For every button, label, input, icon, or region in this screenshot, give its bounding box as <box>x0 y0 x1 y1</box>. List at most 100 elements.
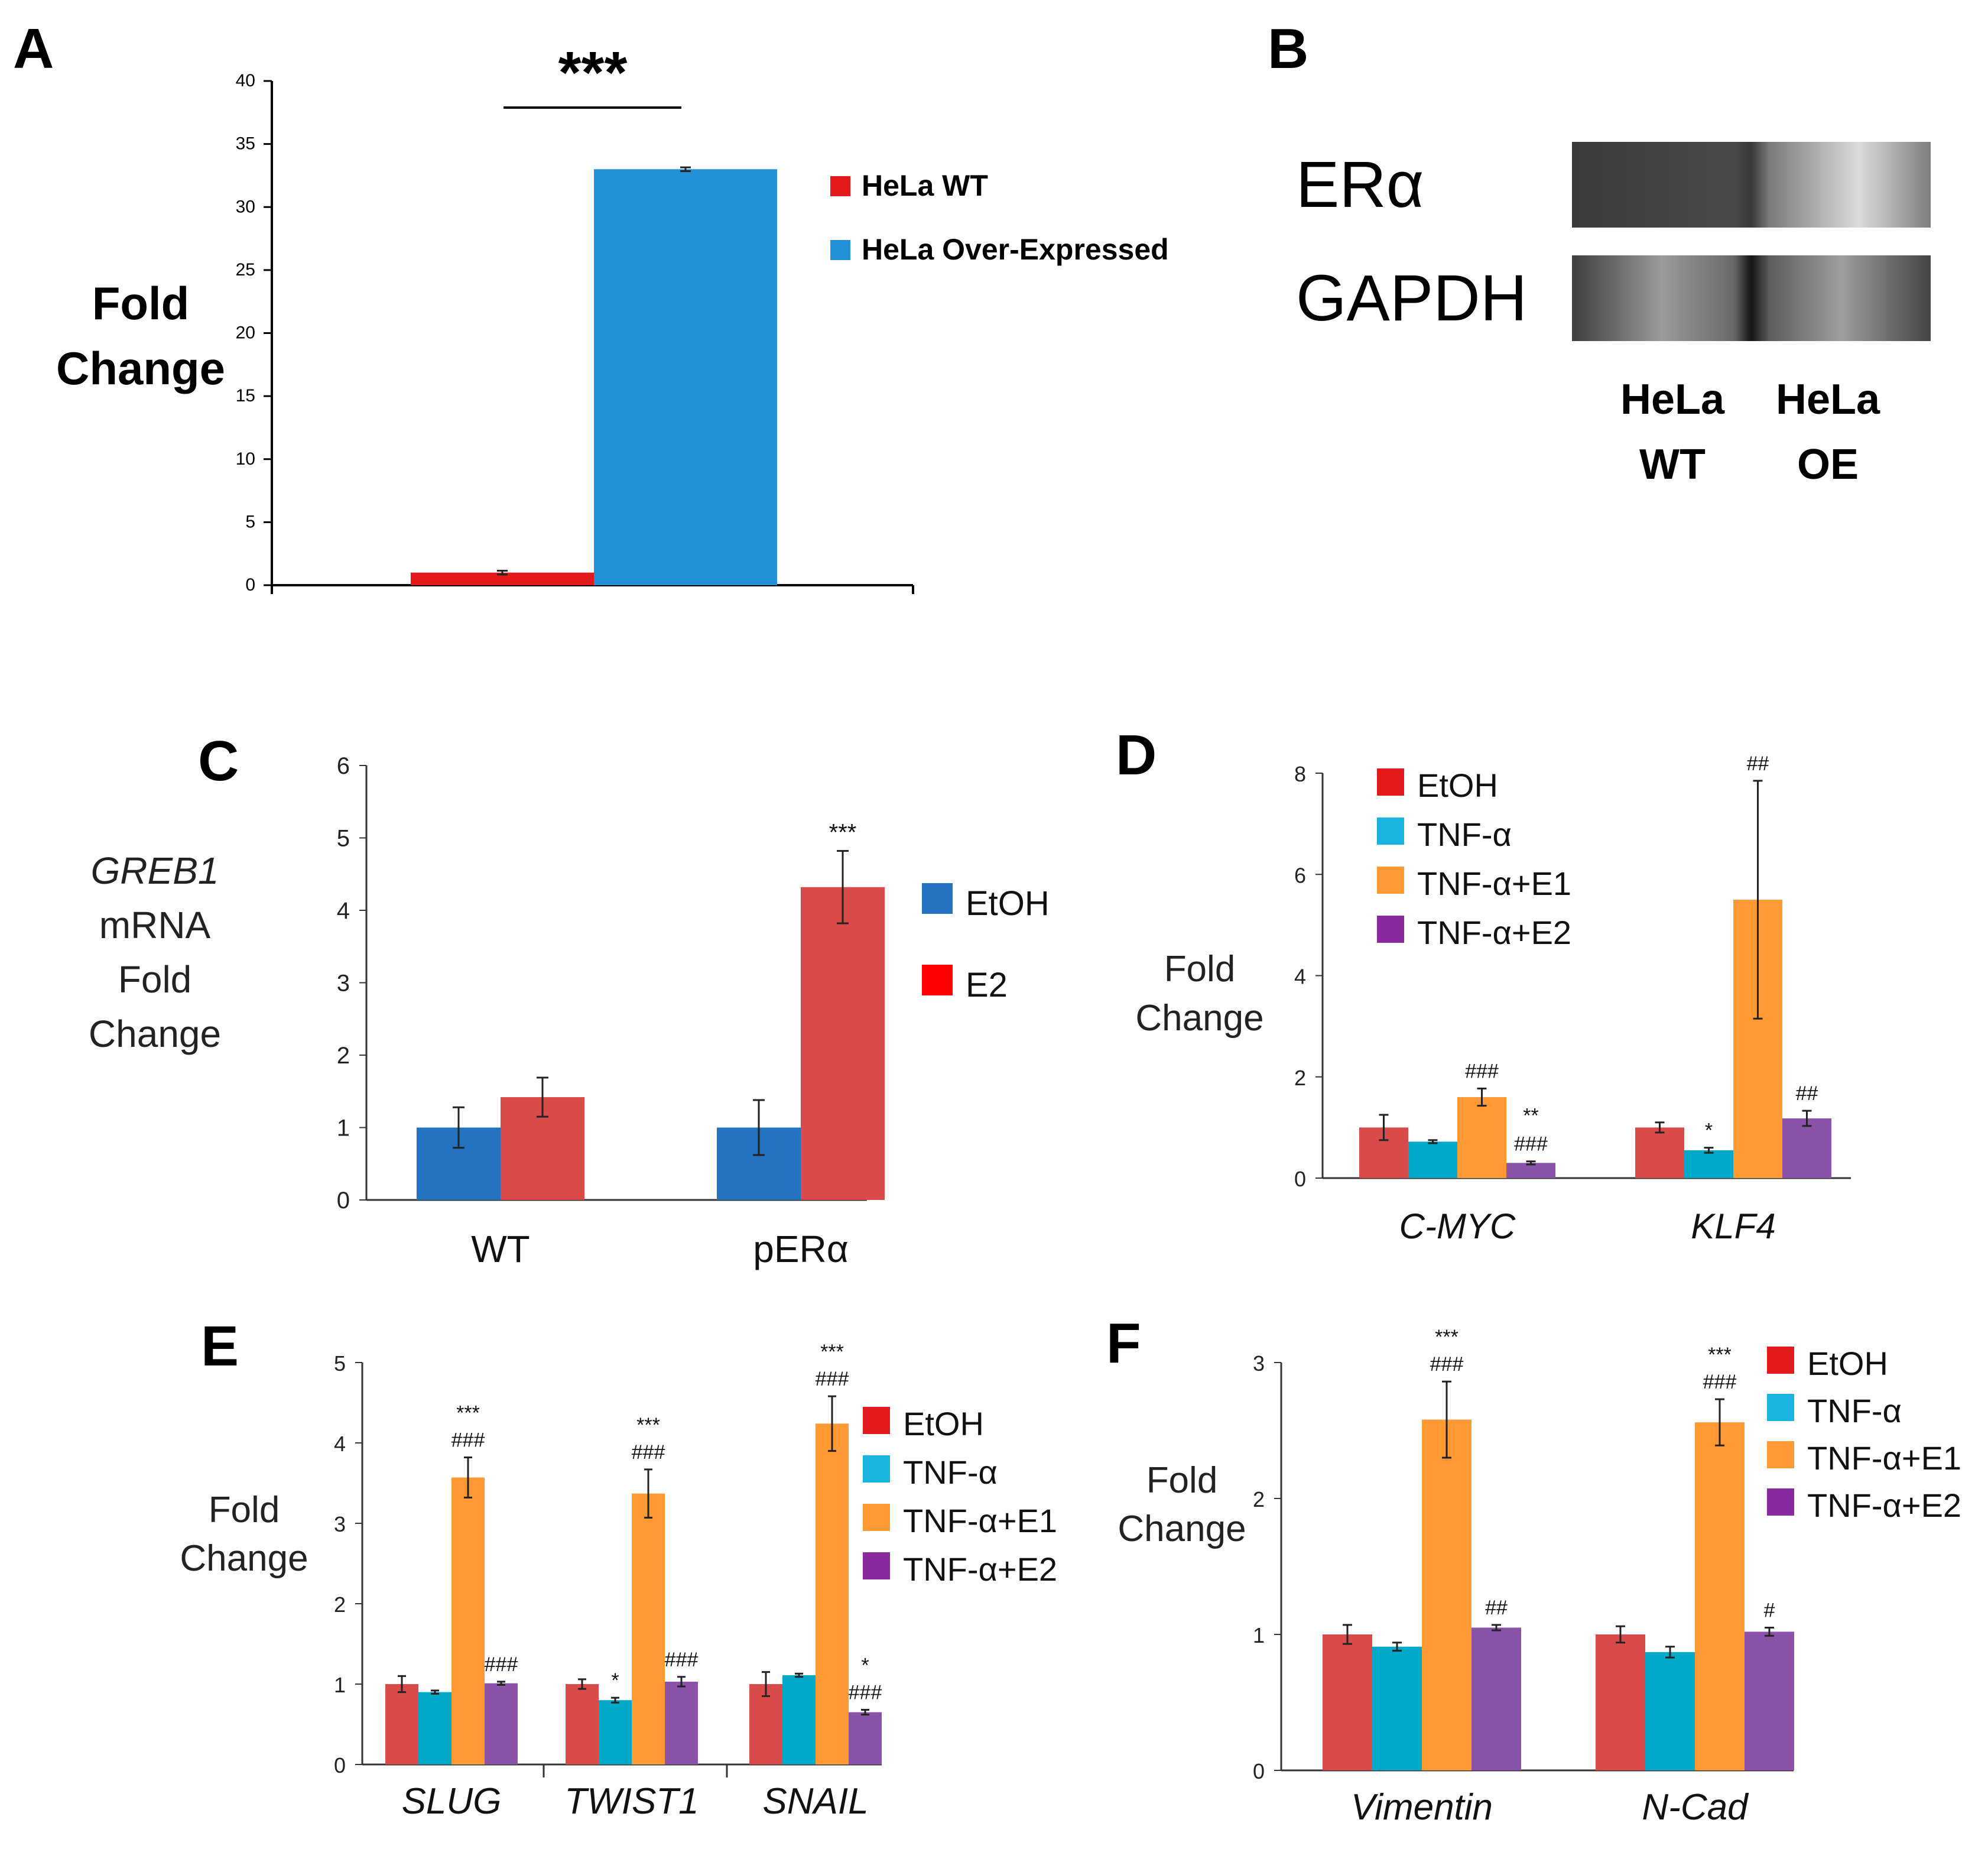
d-error-bar-klf4-tnf-alpha-e1 <box>1753 780 1763 1020</box>
a-bar-hela-over-expressed <box>594 169 777 585</box>
c-bar-peralpha-e2 <box>801 887 885 1200</box>
d-y-axis-label-line-1: Fold <box>1164 949 1236 990</box>
c-annotation-peralpha-e2: *** <box>829 820 857 846</box>
f-annotation-vimentin-tnf-alpha-e2: ## <box>1485 1597 1508 1619</box>
f-bar-vimentin-tnf-alpha <box>1372 1646 1422 1770</box>
c-y-axis-label-line-2: mRNA <box>99 904 211 946</box>
e-bar-slug-tnf-alpha <box>418 1692 451 1764</box>
panel-d-chart: 0 2 4 6 8 C-MYC KLF4 ### ** ### * ## ## EtOH TNF-α TNF-… <box>1135 752 1851 1246</box>
c-error-bar-wt-e2 <box>537 1076 548 1118</box>
e-annotation-snail-tnf-alpha-e2: * <box>861 1655 869 1677</box>
c-error-bar-peralpha-e2 <box>837 850 849 924</box>
panel-letter-c: C <box>198 729 239 793</box>
a-legend-swatch-hela-over-expressed <box>830 240 850 260</box>
f-legend-label-tnf-alpha: TNF-α <box>1807 1392 1902 1429</box>
d-error-bar-klf4-tnf-alpha-e2 <box>1802 1110 1812 1127</box>
d-error-bar-c-myc-etoh <box>1379 1114 1389 1141</box>
e-annotation-snail-tnf-alpha-e1: *** <box>820 1341 844 1363</box>
d-y-tick-label: 2 <box>1294 1066 1306 1090</box>
b-blot-band-eralpha <box>1572 142 1931 228</box>
a-y-tick-label: 40 <box>236 71 255 90</box>
f-legend-swatch-etoh <box>1767 1347 1794 1374</box>
a-legend-label-hela-over-expressed: HeLa Over-Expressed <box>862 233 1169 266</box>
f-annotation-n-cad-tnf-alpha-e1: *** <box>1708 1344 1732 1366</box>
e-error-bar-slug-tnf-alpha-e1 <box>464 1456 472 1498</box>
b-lane-label-line-1: HeLa <box>1776 376 1880 423</box>
e-annotation-twist1-tnf-alpha-e1: ### <box>632 1441 665 1464</box>
d-bar-klf4-tnf-alpha <box>1684 1150 1733 1178</box>
c-legend-label-e2: E2 <box>966 966 1008 1004</box>
a-y-axis-label-line-2: Change <box>56 342 225 394</box>
e-error-bar-twist1-etoh <box>578 1678 586 1690</box>
e-legend-label-tnf-alpha-e2: TNF-α+E2 <box>903 1550 1057 1588</box>
e-legend-swatch-tnf-alpha-e1 <box>863 1504 890 1531</box>
c-error-bar-wt-etoh <box>453 1106 464 1149</box>
b-blot-band-gapdh <box>1572 255 1931 341</box>
e-annotation-twist1-tnf-alpha-e2: ### <box>665 1649 699 1671</box>
d-legend-label-tnf-alpha: TNF-α <box>1417 816 1512 853</box>
c-legend-swatch-etoh <box>922 883 953 914</box>
e-y-axis-label-line-1: Fold <box>209 1490 280 1530</box>
d-error-bar-c-myc-tnf-alpha <box>1428 1139 1438 1144</box>
d-y-tick-label: 6 <box>1294 863 1306 887</box>
f-bar-n-cad-tnf-alpha <box>1645 1652 1695 1770</box>
e-error-bar-snail-etoh <box>762 1671 770 1697</box>
a-significance-text: *** <box>558 40 628 106</box>
panel-letter-e: E <box>201 1315 239 1378</box>
e-annotation-slug-tnf-alpha-e1: *** <box>456 1402 480 1424</box>
f-error-bar-n-cad-tnf-alpha-e1 <box>1715 1398 1724 1446</box>
c-y-tick-label: 6 <box>337 753 350 779</box>
d-annotation-c-myc-tnf-alpha-e2: ** <box>1523 1105 1538 1127</box>
e-y-tick-label: 1 <box>334 1673 346 1697</box>
a-y-tick-label: 10 <box>236 449 255 469</box>
d-y-tick-label: 4 <box>1294 965 1306 989</box>
e-error-bar-slug-tnf-alpha-e2 <box>497 1681 505 1686</box>
d-annotation-klf4-tnf-alpha-e1: ## <box>1747 752 1769 775</box>
panel-letter-f: F <box>1106 1312 1141 1375</box>
d-annotation-klf4-tnf-alpha: * <box>1705 1120 1713 1142</box>
e-error-bar-twist1-tnf-alpha <box>611 1696 619 1704</box>
c-y-tick-label: 3 <box>337 971 350 997</box>
b-lane-label-line-2: WT <box>1639 441 1706 488</box>
f-y-axis-label-line-1: Fold <box>1146 1460 1218 1501</box>
e-bar-twist1-tnf-alpha <box>599 1700 632 1764</box>
d-legend-label-tnf-alpha-e1: TNF-α+E1 <box>1417 865 1571 902</box>
d-annotation-c-myc-tnf-alpha-e1: ### <box>1465 1060 1499 1082</box>
e-annotation-slug-tnf-alpha-e2: ### <box>485 1653 518 1676</box>
f-bar-n-cad-etoh <box>1596 1634 1645 1770</box>
c-y-tick-label: 5 <box>337 826 350 852</box>
a-y-tick-label: 25 <box>236 260 255 280</box>
d-category-label-c-myc: C-MYC <box>1399 1206 1516 1246</box>
b-lane-label-line-1: HeLa <box>1620 376 1725 423</box>
e-legend-label-tnf-alpha-e1: TNF-α+E1 <box>903 1502 1057 1539</box>
d-y-tick-label: 8 <box>1294 762 1306 786</box>
f-y-axis-label-line-2: Change <box>1118 1509 1246 1549</box>
d-bar-c-myc-tnf-alpha <box>1408 1141 1457 1178</box>
a-error-bar-hela-over-expressed <box>680 166 691 172</box>
f-error-bar-n-cad-tnf-alpha-e2 <box>1765 1627 1774 1637</box>
e-bar-slug-tnf-alpha-e2 <box>485 1683 518 1764</box>
f-y-tick-label: 2 <box>1253 1487 1265 1511</box>
f-error-bar-vimentin-etoh <box>1343 1624 1352 1645</box>
e-error-bar-twist1-tnf-alpha-e2 <box>677 1676 686 1688</box>
d-legend-label-etoh: EtOH <box>1417 767 1498 804</box>
d-error-bar-klf4-tnf-alpha <box>1704 1147 1714 1154</box>
e-error-bar-snail-tnf-alpha-e1 <box>828 1395 836 1452</box>
d-bar-klf4-etoh <box>1635 1127 1684 1178</box>
d-y-tick-label: 0 <box>1294 1167 1306 1191</box>
panel-b-western-blot: ERα GAPDH HeLa WT HeLa OE <box>1296 142 1931 488</box>
f-legend-swatch-tnf-alpha-e2 <box>1767 1488 1794 1516</box>
f-bar-vimentin-tnf-alpha-e1 <box>1422 1419 1471 1770</box>
f-error-bar-n-cad-tnf-alpha <box>1665 1646 1675 1659</box>
c-y-tick-label: 4 <box>337 898 350 924</box>
a-y-tick-label: 5 <box>245 512 255 531</box>
f-bar-vimentin-tnf-alpha-e2 <box>1471 1627 1521 1770</box>
e-y-tick-label: 5 <box>334 1351 346 1376</box>
e-error-bar-slug-tnf-alpha <box>431 1689 439 1695</box>
panel-c-chart: 0 1 2 3 4 5 6 WT pERα *** EtOH E2 GREB1 mRNA Fold Chang… <box>89 753 1050 1270</box>
e-annotation-slug-tnf-alpha-e1: ### <box>451 1429 485 1451</box>
f-legend-label-tnf-alpha-e1: TNF-α+E1 <box>1807 1439 1961 1477</box>
c-y-tick-label: 1 <box>337 1115 350 1141</box>
d-bar-klf4-tnf-alpha-e2 <box>1782 1118 1831 1178</box>
